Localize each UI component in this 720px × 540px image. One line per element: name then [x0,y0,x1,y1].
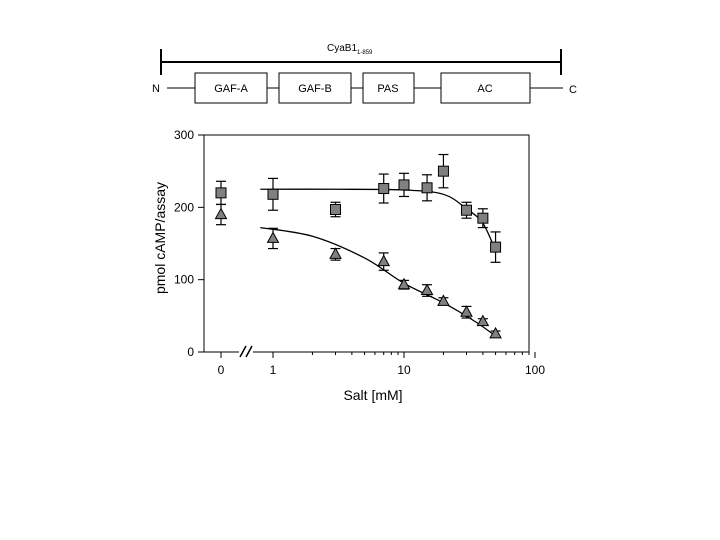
domain-box-ac [440,72,531,104]
triangle-point [489,326,502,339]
chart: 0 100 200 300 0 1 10 100 Salt [mM] pmol cAMP/as… [152,128,545,403]
domain-box-gaf-b [278,72,352,104]
x-tick-label: 0 [218,363,225,377]
square-point [398,179,410,191]
axis-break-gap [239,346,253,358]
y-tick-label: 200 [174,200,194,214]
domain-label-pas: PAS [377,83,398,95]
domain-box-pas [362,72,415,104]
square-point [267,188,279,200]
square-point [437,165,449,177]
y-tick-label: 0 [187,345,194,359]
triangle-point [377,254,391,267]
x-axis-label: Salt [mM] [343,387,402,403]
domain-label-gaf-a: GAF-A [214,83,248,95]
triangle-point [437,294,450,306]
plot-frame [203,134,530,353]
domain-label-ac: AC [477,83,492,95]
triangle-point [214,207,228,220]
y-axis-label: pmol cAMP/assay [152,182,168,294]
n-terminus-label: N [152,83,160,95]
triangle-point [460,305,473,317]
triangle-point [397,277,411,290]
y-tick-label: 100 [174,273,194,287]
domain-diagram: CyaB11-859 N C GAF-A GAF-B PAS AC [152,43,577,104]
y-tick-label: 300 [174,128,194,142]
data-marks [214,153,502,339]
domain-label-gaf-b: GAF-B [298,83,332,95]
domain-box-gaf-a [194,72,268,104]
triangle-point [476,314,490,327]
construct-title: CyaB11-859 [327,43,373,56]
square-point [378,183,390,195]
square-point [461,204,473,216]
square-point [215,187,227,199]
triangle-point [266,231,280,243]
x-tick-label: 1 [270,363,277,377]
square-point [490,241,502,253]
c-terminus-label: C [569,84,577,96]
square-point [477,212,489,224]
triangle-point [329,247,342,259]
x-tick-label: 10 [397,363,411,377]
axis-break-mark [239,345,247,358]
triangle-point [420,283,434,296]
axis-break-mark [245,345,253,358]
axes: 0 100 200 300 0 1 10 100 [174,128,545,377]
square-point [330,204,342,216]
square-point [421,182,433,194]
x-tick-label: 100 [525,363,545,377]
